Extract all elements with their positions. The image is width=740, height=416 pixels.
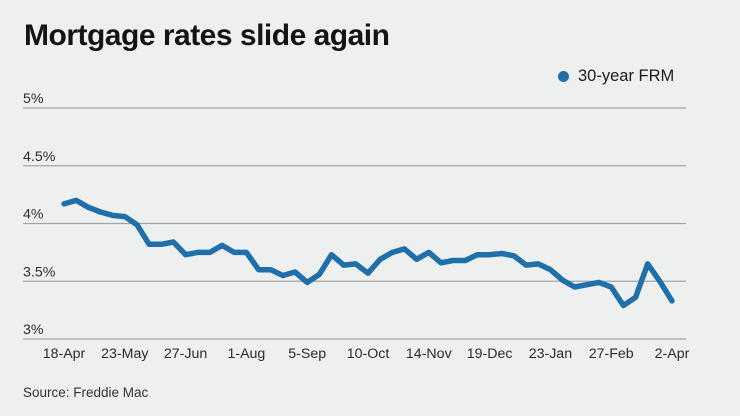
legend: 30-year FRM bbox=[558, 67, 674, 86]
x-axis-tick-label: 18-Apr bbox=[43, 346, 86, 362]
x-axis-tick-label: 27-Jun bbox=[164, 346, 207, 362]
data-line-30-year-frm bbox=[61, 197, 675, 309]
x-axis-tick-label: 1-Aug bbox=[227, 346, 265, 362]
x-axis-tick-label: 10-Oct bbox=[347, 346, 390, 362]
x-axis-tick-label: 23-Jan bbox=[529, 346, 572, 362]
x-axis-tick-label: 14-Nov bbox=[406, 346, 453, 362]
x-axis-tick-label: 23-May bbox=[101, 346, 149, 362]
legend-marker-icon bbox=[558, 71, 569, 82]
y-axis-tick-label: 3% bbox=[23, 322, 44, 338]
source-caption: Source: Freddie Mac bbox=[23, 385, 149, 400]
y-axis-tick-label: 5% bbox=[23, 91, 44, 107]
x-axis-tick-label: 5-Sep bbox=[288, 346, 326, 362]
x-axis-tick-label: 27-Feb bbox=[589, 346, 634, 362]
y-axis-tick-label: 3.5% bbox=[23, 264, 56, 280]
chart-title: Mortgage rates slide again bbox=[24, 19, 390, 52]
x-axis-tick-label: 19-Dec bbox=[467, 346, 513, 362]
y-axis-tick-label: 4% bbox=[23, 207, 44, 223]
legend-label: 30-year FRM bbox=[578, 67, 675, 85]
x-axis-tick-label: 2-Apr bbox=[655, 346, 690, 362]
y-axis-tick-label: 4.5% bbox=[23, 149, 56, 165]
